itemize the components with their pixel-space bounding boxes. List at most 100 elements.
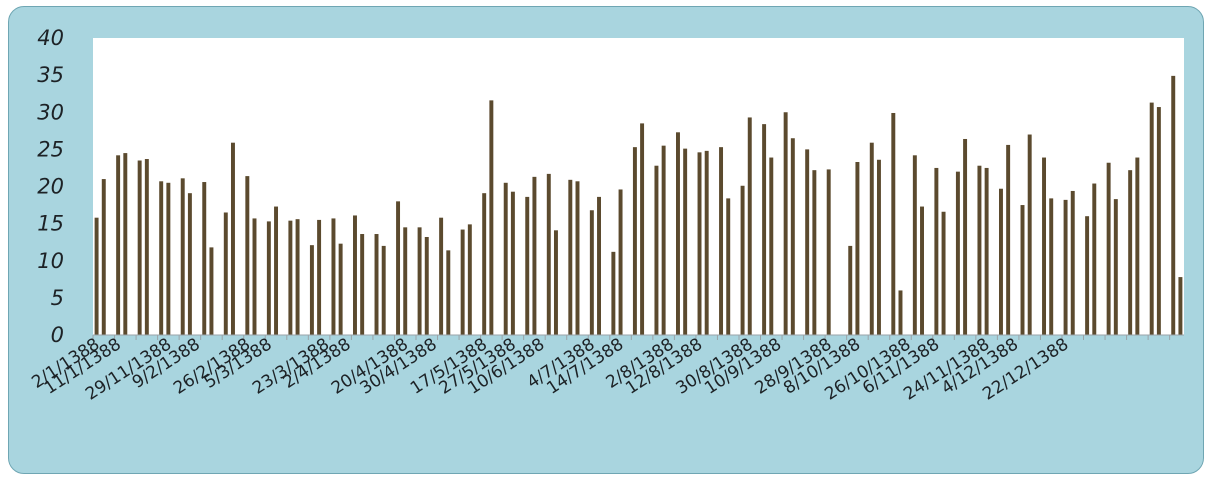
bar	[1049, 198, 1054, 335]
bar	[317, 219, 322, 335]
bar	[661, 145, 666, 335]
bar	[223, 212, 228, 335]
bar	[101, 179, 106, 335]
bar	[295, 219, 300, 335]
bar	[209, 247, 214, 335]
bar	[532, 176, 537, 335]
bar	[697, 152, 702, 335]
y-tick-label: 30	[37, 100, 64, 124]
bar	[546, 173, 551, 335]
bar	[424, 236, 429, 335]
bar	[525, 196, 530, 335]
bar	[1135, 157, 1140, 335]
bar	[632, 147, 637, 335]
bar	[955, 171, 960, 335]
y-axis: 0 5 10 15 20 25 30 35 40	[37, 26, 64, 347]
y-tick-label: 20	[37, 175, 64, 199]
bar	[1042, 157, 1047, 335]
bar	[934, 167, 939, 335]
bar	[747, 117, 752, 335]
bar	[654, 165, 659, 335]
bar	[309, 245, 314, 335]
bar	[790, 138, 795, 335]
bar	[489, 100, 494, 336]
bar	[1128, 170, 1133, 335]
bar	[159, 181, 164, 335]
bar	[245, 176, 250, 335]
bar	[116, 155, 121, 335]
bar	[1106, 162, 1111, 335]
bar	[417, 227, 422, 335]
bar	[94, 217, 99, 335]
bar	[891, 112, 896, 336]
bar	[999, 188, 1003, 335]
bar	[848, 245, 853, 335]
bar	[618, 189, 623, 335]
y-tick-label: 25	[37, 137, 64, 161]
bar	[553, 230, 558, 335]
bar	[1020, 205, 1025, 335]
bar	[353, 215, 357, 335]
bar	[876, 159, 881, 335]
bar	[1027, 134, 1032, 335]
bar	[611, 251, 616, 335]
bar	[855, 162, 860, 335]
y-tick-label: 5	[51, 286, 64, 310]
bar	[144, 159, 149, 335]
bar	[683, 148, 688, 335]
bar	[740, 185, 745, 335]
bar	[503, 182, 508, 335]
bar	[403, 227, 408, 335]
bar	[984, 167, 989, 335]
y-tick-label: 0	[51, 323, 64, 347]
plot-area	[93, 38, 1184, 335]
bar	[460, 229, 465, 335]
bar	[769, 157, 774, 335]
bar	[331, 218, 336, 335]
bar	[230, 142, 235, 335]
bar	[589, 210, 594, 335]
bar	[640, 123, 645, 335]
bar	[482, 193, 487, 335]
bar	[1171, 75, 1176, 336]
bar	[374, 234, 379, 335]
bar	[202, 182, 207, 335]
bar	[252, 218, 257, 335]
bar	[446, 250, 451, 335]
bar	[360, 234, 365, 335]
bar	[812, 170, 817, 335]
y-tick-label: 15	[37, 212, 64, 236]
y-tick-label: 40	[37, 26, 64, 50]
bar	[726, 198, 731, 335]
bar	[805, 149, 810, 336]
bar	[467, 224, 472, 335]
bar	[1085, 216, 1090, 335]
bar	[977, 165, 982, 335]
bar	[1070, 190, 1075, 335]
bar	[180, 178, 185, 335]
bar	[1006, 144, 1011, 335]
bar	[274, 206, 279, 335]
bar	[1092, 183, 1097, 335]
bar	[568, 179, 573, 335]
bar	[676, 132, 680, 335]
bar	[396, 201, 401, 335]
bar	[166, 182, 171, 335]
x-axis: 2/1/138811/1/138829/11/13889/2/138826/2/…	[28, 334, 1171, 405]
bar	[704, 150, 709, 335]
bar	[266, 221, 271, 335]
bar	[597, 196, 601, 335]
bar	[1156, 107, 1161, 335]
bar	[137, 160, 142, 335]
y-tick-label: 10	[37, 249, 64, 273]
bar	[941, 211, 946, 335]
bar	[575, 181, 580, 335]
bar	[762, 124, 767, 335]
bar	[826, 169, 831, 335]
bar	[288, 220, 293, 335]
bar	[1149, 102, 1154, 335]
bar	[1063, 199, 1068, 335]
bar	[912, 155, 917, 335]
bar	[187, 193, 192, 335]
